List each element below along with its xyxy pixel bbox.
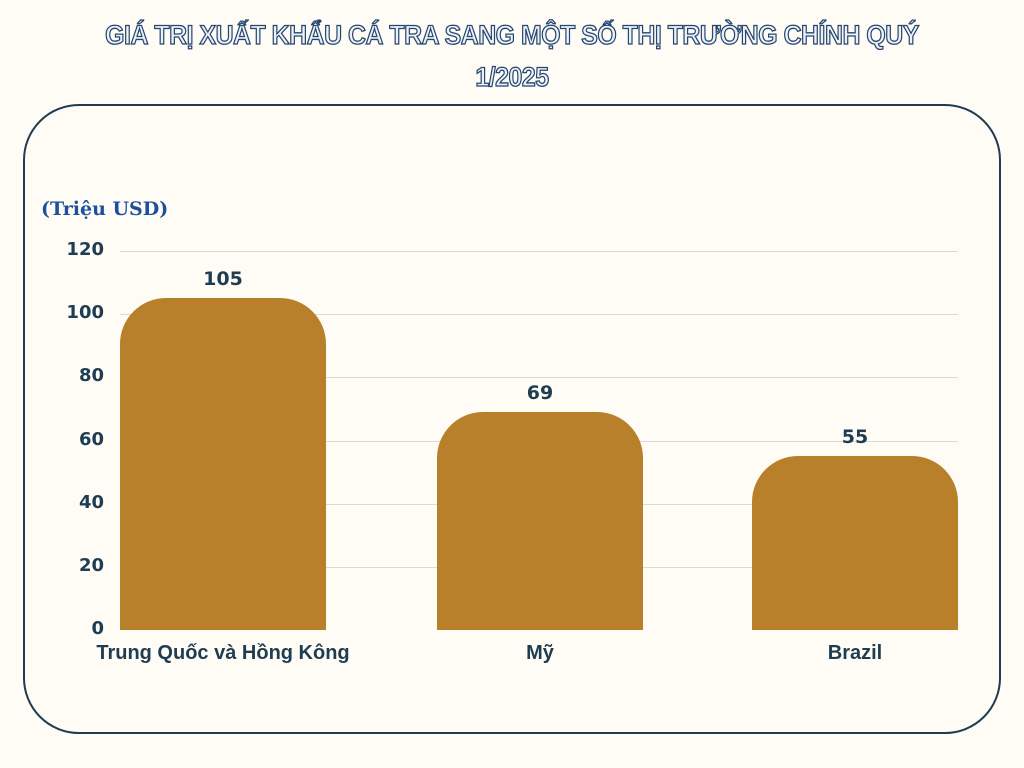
y-tick-label: 20 xyxy=(78,555,104,576)
y-tick-label: 120 xyxy=(66,239,104,260)
x-category-label: Trung Quốc và Hồng Kông xyxy=(96,642,350,664)
y-tick-label: 80 xyxy=(78,365,104,386)
bar-value-label: 69 xyxy=(526,382,554,404)
gridline xyxy=(120,377,958,378)
y-tick-label: 100 xyxy=(66,302,104,323)
bar xyxy=(752,456,958,630)
gridline xyxy=(120,251,958,252)
x-category-label: Brazil xyxy=(827,642,883,664)
chart-card xyxy=(23,104,1001,734)
chart-title-line-1: GIÁ TRỊ XUẤT KHẨU CÁ TRA SANG MỘT SỐ THỊ… xyxy=(105,19,920,50)
chart-title: GIÁ TRỊ XUẤT KHẨU CÁ TRA SANG MỘT SỐ THỊ… xyxy=(41,14,983,98)
bar-value-label: 55 xyxy=(841,426,869,448)
bar xyxy=(120,298,326,630)
bar xyxy=(437,412,643,630)
chart-title-line-2: 1/2025 xyxy=(475,61,550,92)
y-axis-unit-label: (Triệu USD) xyxy=(41,198,169,220)
y-tick-label: 40 xyxy=(78,492,104,513)
y-tick-label: 0 xyxy=(91,618,104,639)
y-tick-label: 60 xyxy=(78,429,104,450)
bar-value-label: 105 xyxy=(203,268,243,290)
gridline xyxy=(120,314,958,315)
x-category-label: Mỹ xyxy=(526,642,554,664)
